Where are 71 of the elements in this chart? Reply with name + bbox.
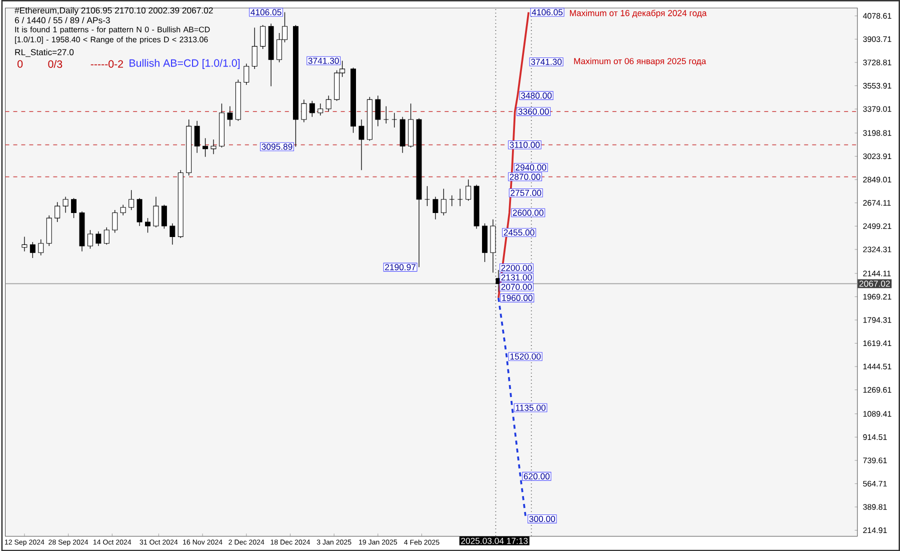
chart-title: #Ethereum,Daily 2106.95 2170.10 2002.39 2067.02 [14, 7, 213, 16]
annotation: 620.00 [524, 473, 550, 480]
candlestick [202, 138, 208, 158]
candlestick [301, 99, 307, 122]
annotation: 2940.00 [516, 164, 546, 170]
annotation: 2070.00 [501, 284, 532, 290]
candlestick [260, 24, 266, 50]
annotation: 3741.30 [308, 58, 339, 64]
candlestick [145, 218, 150, 233]
annotation: RL_Static=27.0 [15, 48, 74, 57]
candlestick [424, 186, 430, 206]
candlestick [120, 204, 126, 216]
candlestick [244, 63, 250, 86]
candlestick [194, 120, 200, 154]
annotation: 4106.05 [532, 9, 563, 16]
text: 6 / 1440 / 55 / 89 / APs-3 [14, 16, 110, 24]
candlestick [22, 236, 28, 252]
annotation: Maximum от 06 января 2025 года [574, 58, 706, 66]
candlestick [392, 112, 398, 128]
annotation: 3480.00 [521, 92, 552, 99]
candlestick [432, 196, 438, 220]
candlestick [227, 106, 233, 126]
candlestick [210, 139, 216, 154]
annotation: 4106.05 [250, 9, 282, 16]
candlestick [71, 198, 77, 218]
candlestick [375, 95, 381, 126]
candlestick [383, 106, 389, 124]
candlestick [153, 196, 159, 228]
candlestick [449, 194, 455, 206]
candlestick [170, 222, 176, 245]
annotation: 2600.00 [512, 210, 544, 216]
ref-line-label: 2067.02 [859, 280, 890, 287]
annotation: 2131.00 [501, 274, 532, 280]
annotation: 3360.00 [518, 108, 549, 115]
candlestick [252, 27, 258, 70]
candlestick [326, 95, 332, 112]
annotation: -----0-2 [90, 60, 123, 68]
text: 2025.03.04 17:13 [461, 538, 528, 544]
candlestick [466, 179, 472, 201]
candlestick [318, 103, 324, 116]
ref-line-label: 2870.00 [510, 174, 540, 180]
annotation: 0/3 [48, 60, 62, 68]
annotation: 2190.97 [385, 264, 416, 270]
annotation: 0 [18, 60, 23, 68]
candlestick [104, 226, 110, 245]
annotation: 1520.00 [510, 353, 541, 360]
candlestick [161, 204, 167, 229]
candlestick [96, 230, 102, 246]
candlestick [30, 242, 36, 258]
candlestick [358, 119, 364, 170]
candlestick [128, 190, 134, 210]
candlestick [136, 198, 142, 226]
annotation: 3741.30 [531, 58, 562, 65]
candlestick [87, 230, 93, 249]
candlestick [62, 196, 68, 213]
annotation: 2455.00 [504, 229, 534, 236]
annotation: 2757.00 [510, 190, 542, 196]
candlestick [457, 188, 463, 206]
annotation: 1135.00 [516, 404, 546, 411]
ref-line-label: 3110.00 [510, 142, 540, 148]
candlestick [54, 202, 60, 222]
annotation: 300.00 [529, 516, 556, 522]
annotation: Maximum от 16 декабря 2024 года [570, 10, 707, 18]
annotation: 2200.00 [501, 264, 532, 271]
annotation: Bullish AB=CD [1.0/1.0] [130, 58, 240, 69]
annotation: 1960.00 [502, 294, 532, 301]
candlestick [112, 210, 118, 233]
candlestick [38, 238, 44, 256]
candlestick [440, 188, 446, 216]
candlestick [309, 100, 315, 118]
annotation: 3095.89 [262, 144, 292, 150]
